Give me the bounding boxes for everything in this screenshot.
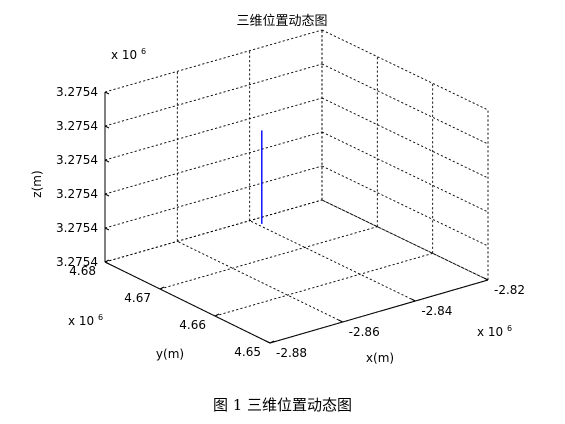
z-grid-line-right-wall — [321, 97, 489, 179]
y-multiplier: x 10 6 — [68, 313, 103, 328]
z-tick-label: 3.2754 — [56, 119, 98, 133]
z-tick-mark — [104, 193, 110, 197]
z-tick-label: 3.2754 — [56, 85, 98, 99]
x-tick-mark — [338, 319, 343, 323]
y-tick-mark — [214, 313, 220, 317]
z-axis-label: z(m) — [30, 170, 44, 197]
y-tick-mark — [159, 286, 165, 290]
z-tick-mark — [104, 159, 110, 163]
y-tick-mark — [269, 340, 275, 344]
chart-title: 三维位置动态图 — [236, 14, 327, 29]
y-grid-line-floor — [104, 199, 323, 263]
y-tick-label: 4.65 — [234, 345, 261, 359]
z-tick-mark — [104, 261, 110, 265]
figure-caption: 图 1 三维位置动态图 — [212, 396, 353, 414]
x-axis-line — [269, 279, 489, 344]
y-tick-label: 4.68 — [69, 264, 96, 278]
x-tick-mark — [411, 298, 416, 302]
z-grid-line-left-wall — [104, 97, 323, 161]
z-tick-label: 3.2754 — [56, 153, 98, 167]
y-tick-label: 4.67 — [124, 291, 151, 305]
x-tick-label: -2.84 — [421, 304, 452, 318]
x-axis-label: x(m) — [366, 351, 394, 365]
z-tick-mark — [104, 227, 110, 231]
y-tick-mark — [104, 259, 110, 263]
z-grid-line-right-wall — [321, 29, 489, 111]
x-multiplier: x 10 6 — [477, 324, 512, 339]
z-tick-label: 3.2754 — [56, 221, 98, 235]
z-grid-line-left-wall — [104, 63, 323, 127]
x-tick-label: -2.88 — [276, 346, 307, 360]
chart-3d-plot: 3.2754 3.2754 3.2754 3.2754 3.2754 3.2754 4.65… — [30, 14, 525, 365]
x-tick-mark — [483, 277, 489, 281]
z-grid-line-left-wall — [104, 199, 323, 263]
x-tick-mark — [265, 340, 271, 344]
y-axis-label: y(m) — [156, 347, 184, 361]
y-grid-line-floor — [214, 252, 433, 317]
y-tick-label: 4.66 — [179, 318, 206, 332]
z-tick-label: 3.2754 — [56, 255, 98, 269]
y-axis-line — [104, 261, 271, 344]
y-grid-line-floor — [159, 226, 378, 290]
z-grid-line-left-wall — [104, 165, 323, 229]
x-tick-label: -2.82 — [494, 283, 525, 297]
z-grid-line-right-wall — [321, 131, 489, 213]
z-tick-mark — [104, 91, 110, 95]
x-tick-label: -2.86 — [349, 325, 380, 339]
z-tick-mark — [104, 125, 110, 129]
z-grid-line-right-wall — [321, 63, 489, 145]
z-tick-label: 3.2754 — [56, 187, 98, 201]
z-grid-line-left-wall — [104, 131, 323, 195]
z-multiplier: x 10 6 — [111, 47, 146, 62]
z-grid-line-right-wall — [321, 165, 489, 247]
